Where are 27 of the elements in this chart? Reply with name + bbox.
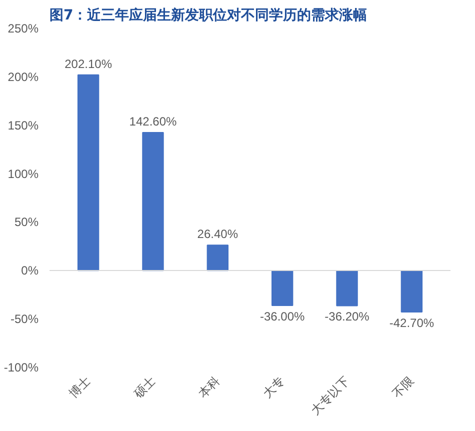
bar	[142, 132, 164, 272]
bar	[206, 244, 229, 272]
bar	[336, 270, 358, 306]
y-tick-label: -100%	[4, 360, 39, 374]
data-label: -36.00%	[260, 310, 306, 324]
y-tick-label: 200%	[8, 70, 39, 84]
bar	[400, 270, 423, 312]
x-tick-label: 博士	[66, 374, 94, 400]
x-tick-label: 不限	[390, 374, 417, 400]
chart-title: 图7：近三年应届生新发职位对不同学历的需求涨幅	[50, 6, 368, 24]
data-label: 142.60%	[129, 114, 177, 129]
x-tick-label: 大专以下	[308, 374, 352, 418]
bar	[77, 74, 100, 272]
data-label: 202.10%	[64, 56, 112, 71]
y-tick-label: 0%	[21, 264, 39, 278]
y-tick-label: 100%	[8, 166, 39, 181]
x-tick-label: 本科	[196, 374, 223, 400]
y-tick-label: 50%	[14, 215, 39, 230]
data-label: 26.40%	[197, 227, 238, 242]
x-tick-label: 大专	[260, 374, 288, 400]
y-tick-label: -50%	[10, 312, 39, 326]
bar	[271, 270, 294, 306]
data-label: -42.70%	[389, 316, 434, 330]
data-label: -36.20%	[324, 310, 370, 324]
x-tick-label: 硕士	[130, 374, 158, 402]
y-tick-label: 250%	[8, 22, 39, 36]
y-tick-label: 150%	[8, 118, 39, 132]
